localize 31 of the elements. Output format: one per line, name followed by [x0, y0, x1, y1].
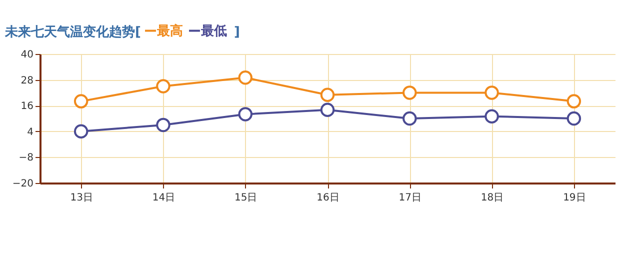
- point: [156, 79, 170, 94]
- point: [74, 124, 88, 139]
- chart-title: 未来七天气温变化趋势[: [4, 24, 141, 40]
- point: [566, 94, 582, 108]
- point: [320, 102, 335, 118]
- y-tick-label: 4: [27, 126, 34, 138]
- legend-label: 最低: [200, 24, 227, 39]
- y-tick-label: −8: [18, 152, 34, 164]
- point: [402, 86, 417, 100]
- point: [74, 94, 88, 108]
- x-tick-label: 19日: [563, 192, 586, 204]
- point: [484, 109, 499, 124]
- text: ]: [234, 25, 240, 40]
- x-tick-label: 16日: [316, 192, 340, 204]
- y-tick-label: 28: [20, 75, 34, 86]
- y-tick-label: −20: [12, 178, 34, 190]
- x-tick-label: 18日: [480, 192, 504, 204]
- legend-label: 最高: [156, 22, 183, 39]
- x-tick-label: 17日: [398, 192, 422, 204]
- point: [238, 107, 252, 122]
- point: [402, 111, 417, 126]
- x-tick-label: 15日: [234, 192, 258, 204]
- y-tick-label: 16: [20, 101, 34, 112]
- point: [484, 86, 499, 100]
- point: [320, 88, 335, 102]
- x-tick-label: 14日: [152, 192, 176, 204]
- point: [238, 70, 252, 85]
- y-tick-label: 40: [20, 50, 34, 60]
- x-tick-label: 13日: [70, 192, 93, 204]
- point: [156, 118, 170, 132]
- point: [566, 111, 582, 126]
